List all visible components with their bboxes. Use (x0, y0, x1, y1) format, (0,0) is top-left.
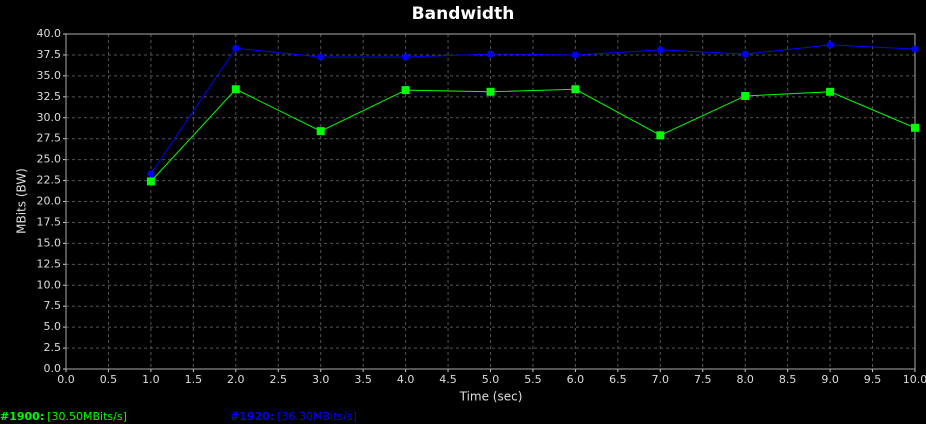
x-tick-label: 0.0 (57, 373, 75, 386)
x-tick-label: 6.0 (567, 373, 585, 386)
x-tick-label: 7.0 (652, 373, 670, 386)
x-tick-label: 2.5 (270, 373, 288, 386)
legend-name: #1920: (230, 410, 274, 423)
x-tick-label: 5.0 (482, 373, 500, 386)
x-axis-label: Time (sec) (459, 390, 523, 404)
x-tick-label: 3.5 (354, 373, 372, 386)
legend-name: #1900: (0, 410, 44, 423)
y-axis-label: MBits (BW) (15, 168, 29, 234)
point (741, 91, 750, 100)
point (147, 170, 155, 178)
y-tick-label: 2.5 (44, 341, 62, 354)
point (911, 123, 919, 132)
y-tick-label: 32.5 (37, 90, 62, 103)
point (571, 85, 580, 94)
point (232, 44, 240, 52)
y-tick-label: 15.0 (37, 236, 62, 249)
x-tick-label: 7.5 (694, 373, 712, 386)
x-tick-label: 1.5 (185, 373, 203, 386)
y-tick-label: 40.0 (37, 27, 62, 40)
series-line (150, 44, 916, 175)
legend-value: [30.50MBits/s] (47, 410, 127, 423)
y-tick-label: 37.5 (37, 48, 62, 61)
y-tick-label: 5.0 (44, 320, 62, 333)
point (741, 50, 749, 58)
point (911, 45, 919, 53)
x-tick-label: 8.0 (736, 373, 754, 386)
x-tick-label: 3.0 (312, 373, 330, 386)
y-tick-label: 0.0 (44, 362, 62, 375)
x-tick-label: 4.5 (439, 373, 457, 386)
point (317, 53, 325, 61)
point (571, 51, 579, 59)
x-tick-label: 0.5 (100, 373, 118, 386)
point (487, 50, 494, 58)
x-tick-label: 8.5 (779, 373, 797, 386)
point (656, 46, 664, 54)
x-tick-label: 2.0 (227, 373, 245, 386)
y-tick-label: 27.5 (37, 132, 62, 145)
y-tick-label: 25.0 (37, 153, 62, 166)
y-tick-label: 22.5 (37, 174, 62, 187)
y-tick-label: 20.0 (37, 195, 62, 208)
point (401, 86, 410, 95)
point (231, 85, 240, 94)
plot-frame (65, 33, 916, 370)
x-tick-label: 4.0 (397, 373, 415, 386)
x-tick-label: 9.5 (864, 373, 882, 386)
y-tick-label: 12.5 (37, 257, 62, 270)
x-tick-label: 1.0 (142, 373, 160, 386)
y-tick-label: 30.0 (37, 111, 62, 124)
legend-value: [36.30MBits/s] (277, 410, 357, 423)
x-tick-label: 10.0 (903, 373, 926, 386)
series-line (150, 88, 916, 182)
y-tick-label: 10.0 (37, 278, 62, 291)
point (316, 127, 325, 136)
point (402, 53, 410, 61)
x-tick-label: 5.5 (524, 373, 542, 386)
y-tick-label: 7.5 (44, 299, 62, 312)
chart-title: Bandwidth (412, 4, 515, 24)
point (656, 131, 665, 140)
point (486, 87, 495, 96)
y-tick-label: 35.0 (37, 69, 62, 82)
x-tick-label: 9.0 (821, 373, 839, 386)
point (146, 177, 155, 186)
y-tick-label: 17.5 (37, 215, 62, 228)
x-tick-label: 6.5 (609, 373, 627, 386)
point (826, 87, 835, 96)
point (826, 41, 834, 49)
